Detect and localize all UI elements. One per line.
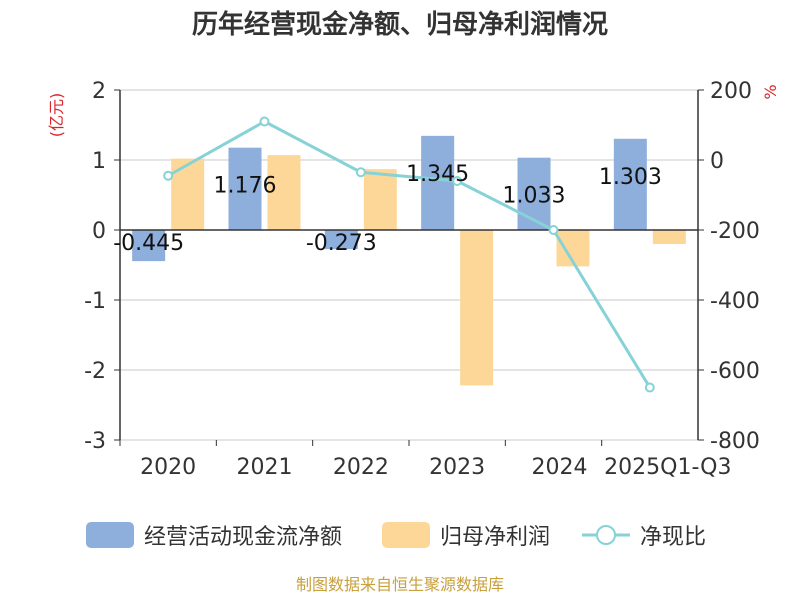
ratio-line	[163, 116, 655, 393]
right-axis-ticks: 200 0 -200 -400 -600 -800	[698, 79, 760, 454]
data-labels: -0.445 1.176 -0.273 1.345 1.033 1.303	[113, 162, 662, 256]
legend-label-net-profit: 归母净利润	[440, 525, 550, 550]
cash-flow-bar-2020[interactable]	[132, 230, 166, 262]
legend-label-ratio: 净现比	[640, 525, 706, 550]
net-profit-bar-2025Q1-Q3[interactable]	[652, 230, 686, 244]
left-axis-unit: (亿元)	[47, 93, 66, 138]
cash-flow-value-label: 1.303	[599, 165, 662, 190]
ratio-point-2024[interactable]	[548, 225, 559, 235]
left-tick-label: -2	[84, 359, 106, 384]
x-axis-ticks: 2020 2021 2022 2023 2024 2025Q1-Q3	[119, 440, 732, 480]
cash-flow-bar-2025Q1-Q3[interactable]	[613, 138, 647, 230]
grid-lines	[120, 89, 698, 441]
cash-flow-value-label: 1.033	[503, 184, 566, 209]
net-profit-bar-2022[interactable]	[363, 169, 397, 230]
ratio-point-2022[interactable]	[355, 167, 366, 178]
net-profit-bar-2020[interactable]	[171, 158, 205, 230]
cash-flow-bar-2021[interactable]	[228, 147, 262, 230]
ratio-point-2021[interactable]	[259, 116, 270, 127]
ratio-point-2023[interactable]	[452, 176, 463, 186]
x-tick-label: 2022	[333, 455, 389, 480]
cash-flow-value-label: -0.445	[113, 231, 184, 256]
right-tick-label: -400	[710, 289, 760, 314]
x-tick-label: 2021	[237, 455, 293, 480]
net-profit-bar-2021[interactable]	[267, 155, 301, 230]
right-tick-label: 0	[710, 149, 724, 174]
cash-flow-bar-2024[interactable]	[517, 157, 551, 230]
x-tick-label: 2023	[429, 455, 485, 480]
legend-swatch-net-profit[interactable]	[382, 522, 430, 548]
source-note: 制图数据来自恒生聚源数据库	[296, 575, 504, 594]
legend: 经营活动现金流净额 归母净利润 净现比	[86, 522, 706, 550]
right-tick-label: -800	[710, 429, 760, 454]
legend-swatch-cash-flow[interactable]	[86, 522, 134, 548]
chart-title: 历年经营现金净额、归母净利润情况	[192, 9, 608, 40]
ratio-line-path	[167, 119, 652, 389]
cash-flow-bar-2022[interactable]	[324, 230, 358, 250]
right-tick-label: -600	[710, 359, 760, 384]
cash-flow-bar-2023[interactable]	[421, 135, 455, 230]
left-tick-label: -3	[84, 429, 106, 454]
left-tick-label: 0	[92, 219, 106, 244]
left-tick-label: 2	[92, 79, 106, 104]
x-tick-label: 2020	[140, 455, 196, 480]
left-tick-label: 1	[92, 149, 106, 174]
ratio-point-2020[interactable]	[163, 170, 174, 181]
right-tick-label: -200	[710, 219, 760, 244]
bars	[132, 135, 686, 386]
cash-flow-value-label: 1.345	[406, 162, 469, 187]
x-tick-label: 2025Q1-Q3	[604, 455, 731, 480]
left-tick-label: -1	[84, 289, 106, 314]
ratio-point-2025Q1-Q3[interactable]	[644, 382, 655, 393]
right-axis-unit: %	[761, 84, 780, 99]
legend-label-cash-flow: 经营活动现金流净额	[144, 525, 342, 550]
axes	[119, 90, 699, 440]
cash-flow-value-label: 1.176	[214, 174, 277, 199]
left-axis-ticks: 2 1 0 -1 -2 -3	[84, 79, 120, 454]
legend-marker-ratio	[596, 525, 616, 545]
net-profit-bar-2023[interactable]	[460, 230, 494, 386]
cash-flow-value-label: -0.273	[306, 231, 377, 256]
x-tick-label: 2024	[532, 455, 588, 480]
right-tick-label: 200	[710, 79, 752, 104]
